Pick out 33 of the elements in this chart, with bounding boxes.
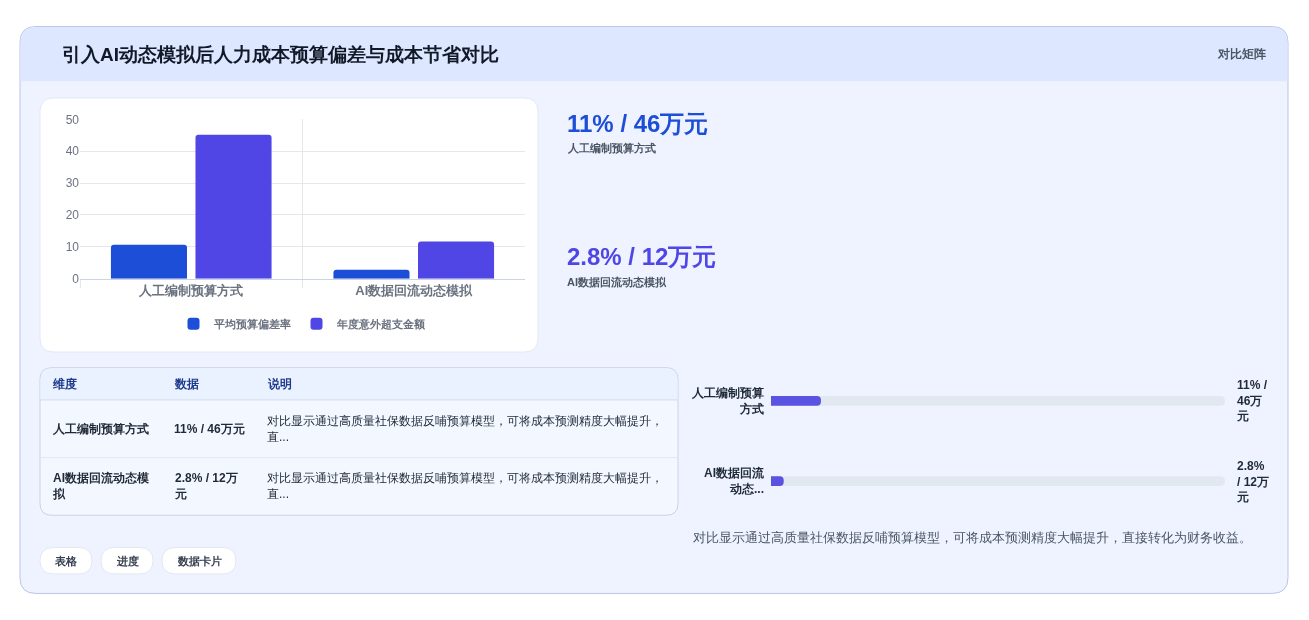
bar [417, 241, 495, 279]
data-label: 11% / 46万元 [1236, 378, 1268, 424]
data-label: 2.8% / 12万元 [1236, 459, 1270, 505]
text: 对比显示通过高质量社保数据反哺预算模型，可将成本预测精度大幅提升，直接转化为财务收益。 [693, 530, 1252, 545]
text: 数据卡片 [177, 555, 222, 567]
category-label: 数据 [174, 377, 199, 391]
y-tick-label: 20 [65, 208, 80, 223]
y-tick-label: 30 [65, 176, 80, 191]
y-tick-label: 40 [65, 144, 80, 159]
bar [195, 134, 272, 279]
legend-label: 平均预算偏差率 [212, 317, 291, 330]
y-tick-label: 0 [72, 271, 80, 286]
y-tick-label: AI数据回流动态... [704, 466, 765, 497]
legend-label: 年度意外超支金额 [335, 317, 426, 330]
text: 2.8% / 12万元 [175, 471, 238, 501]
category-label: AI数据回流动态模拟 [53, 471, 149, 501]
text: 表格 [54, 555, 78, 567]
text: 人工编制预算方式 [567, 142, 656, 155]
text: 2.8% / 12万元 [567, 243, 717, 270]
y-tick-label: 50 [65, 112, 80, 127]
text: 对比显示通过高质量社保数据反哺预算模型，可将成本预测精度大幅提升，直... [267, 471, 663, 501]
text: 11% / 46万元 [174, 422, 245, 436]
category-label: 说明 [267, 377, 292, 391]
category-label: 人工编制预算方式 [53, 422, 149, 436]
text: 引入AI动态模拟后人力成本预算偏差与成本节省对比 [62, 43, 499, 65]
category-label: 维度 [52, 377, 77, 391]
text: 进度 [116, 555, 139, 567]
text: 11% / 46万元 [567, 110, 709, 137]
y-tick-label: 10 [65, 240, 80, 255]
bar [110, 244, 188, 279]
text: 对比显示通过高质量社保数据反哺预算模型，可将成本预测精度大幅提升，直... [267, 414, 663, 444]
text: 对比矩阵 [1217, 47, 1266, 61]
bar [333, 269, 410, 279]
